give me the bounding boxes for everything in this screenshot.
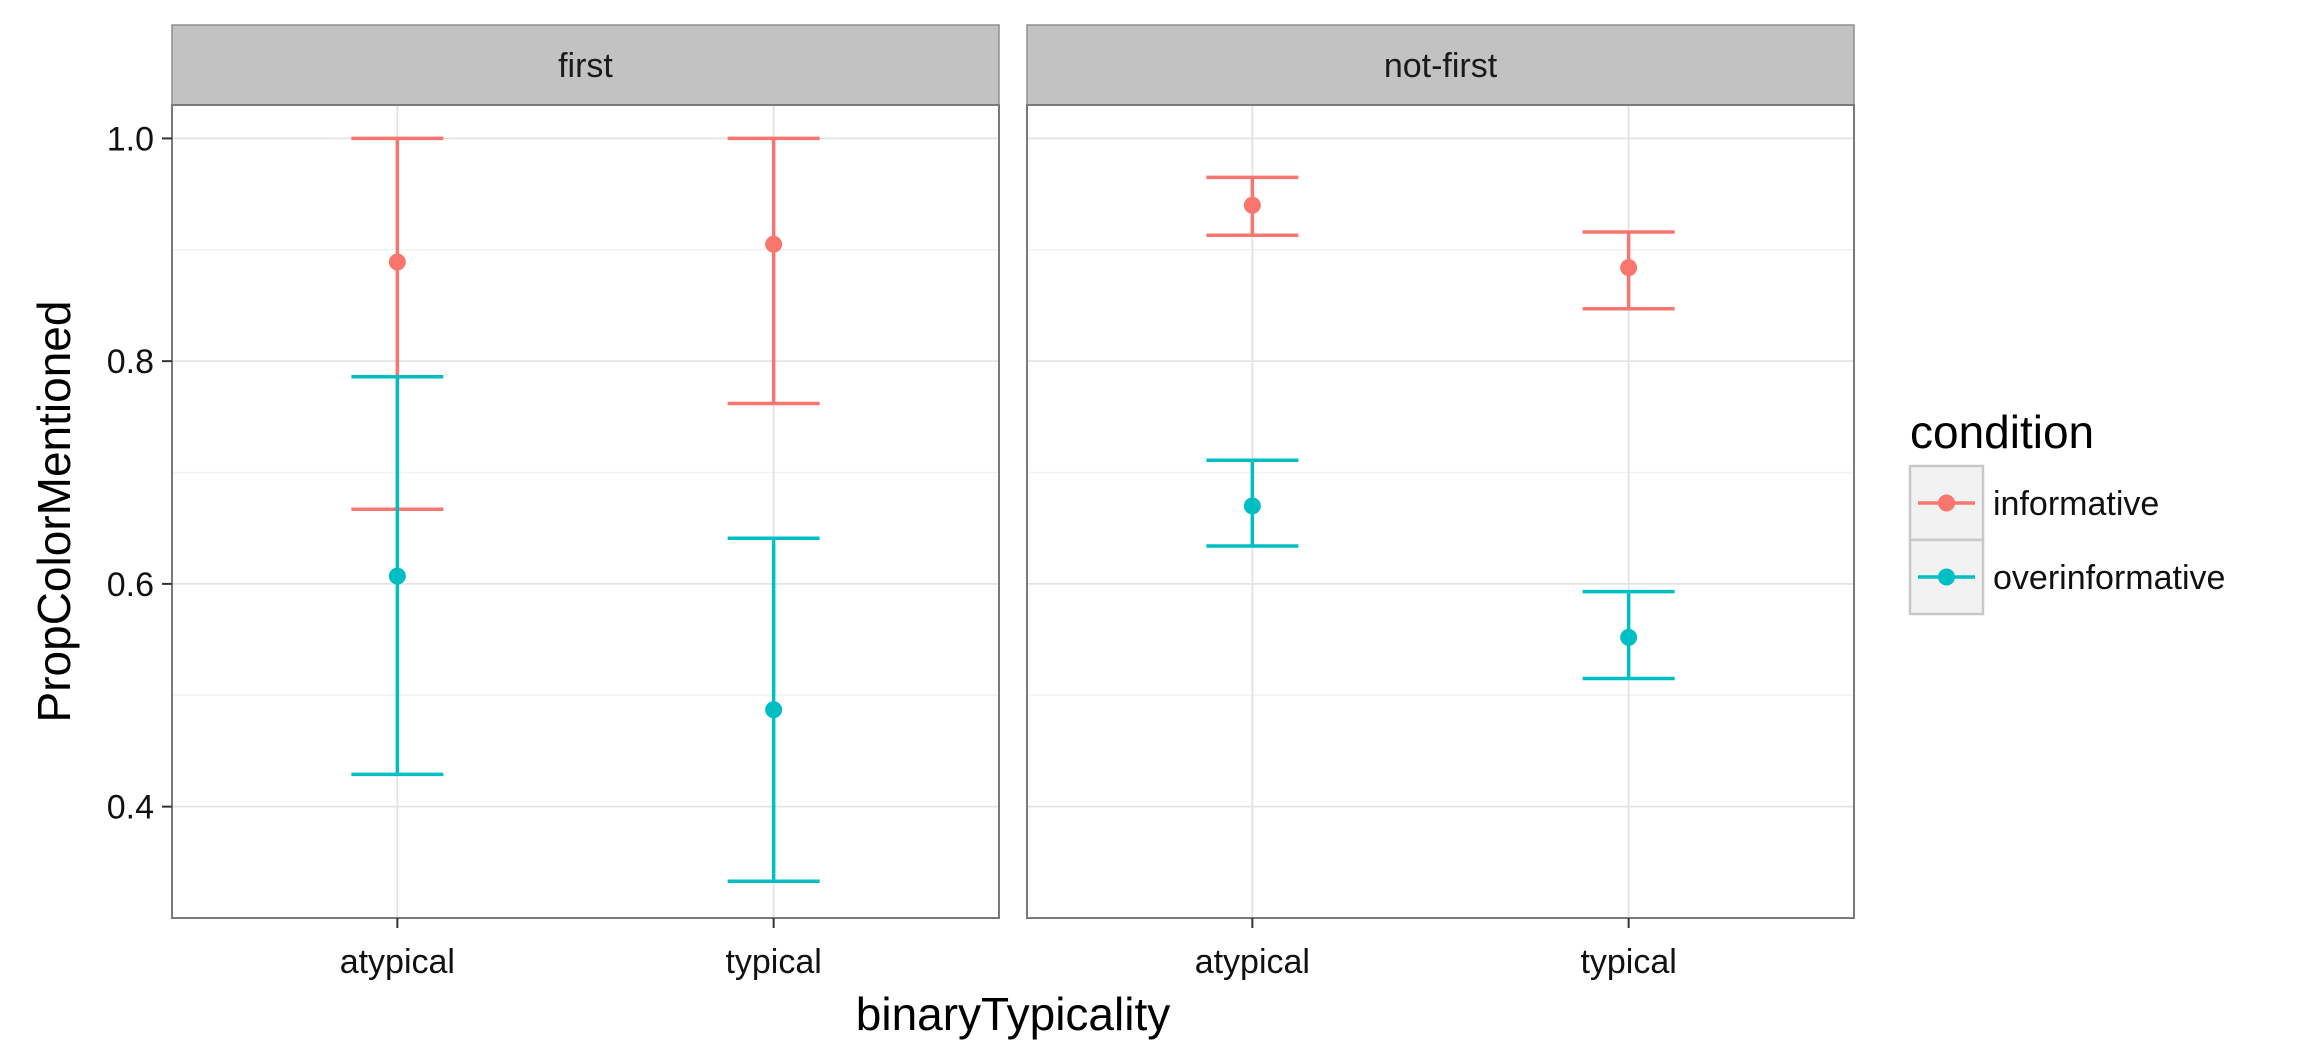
legend-key-point-informative: [1938, 494, 1955, 512]
panel-background-not-first: [1027, 105, 1854, 918]
x-tick-label-atypical: atypical: [340, 943, 455, 981]
x-tick-label-atypical: atypical: [1195, 943, 1310, 981]
facet-strip-not-first: [1026, 24, 1855, 106]
point-informative-not-first-atypical: [1243, 196, 1261, 214]
legend-title: condition: [1910, 406, 2094, 458]
point-overinformative-first-atypical: [388, 567, 406, 585]
point-informative-first-typical: [765, 235, 783, 253]
facet-strip-label-first: first: [558, 47, 613, 85]
y-tick-label: 1.0: [107, 120, 154, 158]
y-tick-label: 0.8: [107, 343, 154, 381]
facet-strip-first: [171, 24, 1000, 106]
legend-label-informative: informative: [1993, 485, 2159, 523]
panel-border-not-first: [1026, 104, 1855, 919]
point-informative-first-atypical: [388, 253, 406, 271]
y-tick-label: 0.6: [107, 566, 154, 604]
point-overinformative-not-first-atypical: [1243, 497, 1261, 515]
point-informative-not-first-typical: [1620, 259, 1638, 277]
x-tick-label-typical: typical: [725, 943, 821, 981]
x-axis-title: binaryTypicality: [856, 988, 1170, 1040]
point-overinformative-first-typical: [765, 701, 783, 719]
point-overinformative-not-first-typical: [1620, 628, 1638, 646]
panel-border-first: [171, 104, 1000, 919]
y-axis-title: PropColorMentioned: [28, 301, 80, 723]
facet-strip-label-not-first: not-first: [1384, 47, 1498, 85]
legend-key-point-overinformative: [1938, 568, 1955, 586]
legend-label-overinformative: overinformative: [1993, 559, 2225, 597]
y-tick-label: 0.4: [107, 789, 154, 827]
x-tick-label-typical: typical: [1580, 943, 1676, 981]
panel-background-first: [172, 105, 999, 918]
